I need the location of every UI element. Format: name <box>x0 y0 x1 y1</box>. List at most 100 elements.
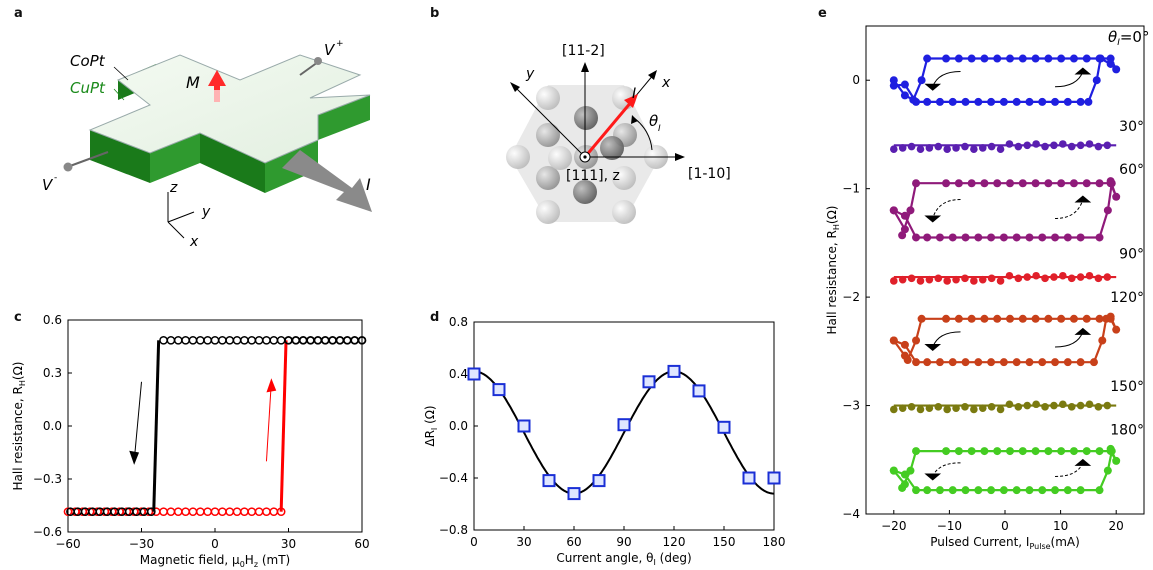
x-tick-label: 10 <box>1053 519 1068 533</box>
data-point <box>321 336 330 345</box>
data-point <box>1059 140 1067 148</box>
panel-letter-b: b <box>430 6 440 21</box>
y-axis-label: ΔRI (Ω) <box>423 405 439 446</box>
data-point <box>980 54 989 63</box>
vminus-wire <box>69 151 109 167</box>
x-axis-label: Pulsed Current, IPulse(mA) <box>930 535 1080 551</box>
data-point <box>999 486 1008 495</box>
data-point <box>980 179 989 188</box>
data-point <box>907 403 916 411</box>
data-point <box>961 486 970 495</box>
data-point <box>925 404 934 412</box>
data-point <box>954 314 963 323</box>
data-point <box>999 97 1008 106</box>
data-point <box>1057 179 1066 188</box>
atom <box>600 136 624 160</box>
data-point <box>907 274 916 283</box>
x-axis <box>167 221 185 239</box>
data-point <box>934 142 943 151</box>
data-point <box>517 419 531 433</box>
vplus-wire <box>299 61 319 76</box>
data-point <box>1050 401 1058 410</box>
angle-label: 180° <box>1110 422 1144 438</box>
data-point <box>967 54 976 63</box>
data-point <box>980 314 989 323</box>
data-point <box>1041 142 1049 151</box>
data-point <box>942 447 951 456</box>
m-arrow-head <box>208 70 226 86</box>
data-point <box>1094 403 1103 411</box>
data-point <box>1106 447 1115 456</box>
m-label: M <box>186 73 200 92</box>
data-point <box>767 471 781 485</box>
data-point <box>1006 314 1015 323</box>
y-tick-label: −0.3 <box>33 472 62 486</box>
data-point <box>1023 141 1032 150</box>
data-point <box>1095 486 1104 495</box>
data-point <box>954 447 963 456</box>
data-point <box>999 233 1008 242</box>
atom <box>506 145 530 169</box>
x-axis-label: x <box>661 75 671 91</box>
sweep-arrow <box>133 381 142 462</box>
data-point <box>898 404 907 412</box>
data-point <box>742 471 756 485</box>
data-point <box>1095 314 1104 323</box>
data-point <box>967 447 976 456</box>
data-point <box>923 97 932 106</box>
data-point <box>1057 447 1066 456</box>
data-point <box>567 487 581 501</box>
data-point <box>159 335 168 345</box>
data-point <box>1032 140 1040 148</box>
vplus-contact <box>314 57 322 65</box>
data-point <box>1059 400 1067 409</box>
atom <box>612 200 636 224</box>
switch-arrow-head <box>924 473 942 481</box>
data-point <box>890 405 898 414</box>
vplus-label: V <box>324 41 336 59</box>
switch-arrow-head <box>1074 67 1092 75</box>
data-point <box>923 486 932 495</box>
y-tick-label: 0.0 <box>449 419 468 433</box>
data-point <box>1041 274 1049 283</box>
data-point <box>343 336 352 345</box>
data-point <box>1067 274 1076 283</box>
data-point <box>358 336 366 345</box>
cupt-layer-arm <box>318 95 370 140</box>
y-axis-label: y <box>525 66 535 82</box>
y-axis <box>167 211 195 223</box>
data-point <box>993 314 1002 323</box>
data-point <box>1044 314 1053 323</box>
data-point <box>1063 358 1072 367</box>
x-tick-label: 30 <box>281 537 296 551</box>
data-point <box>492 383 506 397</box>
data-point <box>1095 54 1104 63</box>
data-point <box>961 233 970 242</box>
y-tick-label: 0.4 <box>449 367 468 381</box>
x-tick-label: 0 <box>470 535 478 549</box>
x-tick-label: 120 <box>663 535 686 549</box>
data-point <box>889 76 898 85</box>
data-point <box>996 405 1005 414</box>
data-point <box>1044 179 1053 188</box>
data-point <box>974 486 983 495</box>
data-point <box>970 145 978 153</box>
data-point <box>900 340 909 349</box>
data-point <box>1063 97 1072 106</box>
atom <box>574 106 598 130</box>
data-point <box>900 91 909 100</box>
x-axis-label: Current angle, θI (deg) <box>556 551 691 567</box>
data-point <box>1112 325 1121 334</box>
data-point <box>967 314 976 323</box>
data-point <box>1031 54 1040 63</box>
data-point <box>996 277 1005 285</box>
data-point <box>935 97 944 106</box>
panel-letter-c: c <box>14 310 22 325</box>
data-point <box>642 375 656 389</box>
data-point <box>1095 447 1104 456</box>
data-point <box>328 336 337 345</box>
data-point <box>1051 358 1060 367</box>
dir-110-label: [1-10] <box>688 166 731 182</box>
data-point <box>961 274 969 283</box>
y-tick-label: −0.6 <box>33 525 62 539</box>
